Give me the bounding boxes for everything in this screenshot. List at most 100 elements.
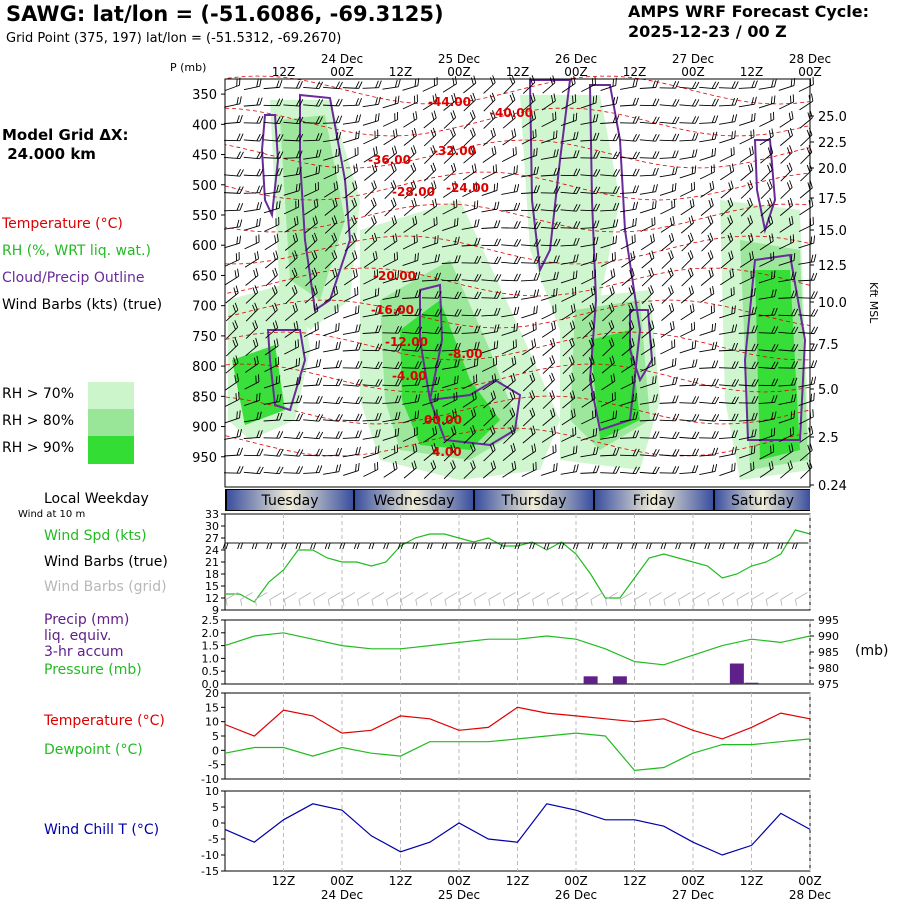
surface-wind-barb-flag	[777, 542, 781, 550]
wind-barb	[621, 356, 636, 373]
grid-wind-barb-shaft	[590, 592, 604, 600]
wind-barb	[323, 164, 339, 180]
wind-barb-flag	[771, 378, 776, 386]
wind-barb-flag	[576, 254, 579, 262]
temperature-contour-label: -28.00	[392, 185, 435, 199]
wind-barb-flag	[812, 216, 814, 225]
cycle-time: 2025-12-23 / 00 Z	[628, 22, 787, 41]
wind-barb-flag	[276, 338, 279, 347]
wind-barb-flag	[533, 256, 538, 264]
wind-barb	[343, 268, 358, 286]
wind-barb-flag	[612, 466, 617, 474]
surface-wind-barb-flag	[237, 542, 241, 550]
wind-barb-flag	[536, 272, 541, 281]
wind-barb-flag	[415, 443, 418, 452]
wind-barb	[699, 360, 719, 369]
wind-barb-flag	[691, 183, 693, 191]
wind-barb-flag	[378, 412, 382, 421]
wind-barb	[384, 162, 397, 182]
grid-wind-barb-flag	[619, 599, 622, 606]
surface-wind-barb-flag	[660, 542, 664, 550]
wind-barb	[600, 115, 620, 124]
wind-barb-flag	[291, 269, 296, 278]
wind-barb	[639, 151, 660, 159]
wind-barb-flag	[734, 305, 736, 314]
wind-barb-flag	[236, 411, 238, 419]
wind-barb-flag	[694, 132, 699, 141]
grid-wind-barb	[473, 592, 487, 606]
wind-barb-flag	[259, 78, 262, 87]
wind-barb	[364, 232, 378, 252]
wind-barb-flag	[354, 148, 356, 156]
wind-barb-flag	[397, 95, 400, 104]
wind-barb-flag	[414, 394, 418, 403]
wind-barb	[522, 407, 536, 427]
surface-wind-barb-flag	[675, 542, 679, 550]
wind-barb-flag	[292, 304, 296, 313]
bottom-date-label: 26 Dec	[555, 888, 597, 900]
bottom-date-label: 25 Dec	[438, 888, 480, 900]
grid-wind-barb-shaft	[386, 592, 399, 600]
wind-barb	[245, 302, 258, 322]
wind-barb	[541, 130, 558, 144]
wind-barb-flag	[790, 95, 792, 104]
wind-barb	[382, 326, 403, 334]
wind-barb-flag	[589, 304, 593, 313]
wind-barb-flag	[232, 339, 237, 348]
wind-barb-flag	[338, 396, 343, 404]
legend-wind: Wind Barbs (kts) (true)	[2, 297, 163, 313]
wind-barb-flag	[573, 150, 577, 158]
wind-barb	[759, 251, 775, 267]
wind-barb-flag	[378, 379, 383, 387]
wind-barb	[718, 97, 739, 107]
wind-barb-flag	[255, 268, 259, 276]
wind-barb	[600, 251, 616, 267]
wind-barb	[659, 81, 680, 89]
wind-barb-flag	[352, 182, 356, 190]
wind-barb-flag	[555, 130, 558, 138]
wind-barb	[283, 133, 304, 142]
wind-barb-flag	[711, 447, 716, 456]
wind-barb-flag	[769, 162, 773, 171]
wind-barb	[501, 165, 518, 179]
wind-barb	[620, 411, 639, 423]
wind-barb-flag	[609, 287, 613, 295]
wind-barb	[560, 131, 579, 143]
wind-barb	[620, 234, 636, 250]
wind-barb-flag	[474, 325, 478, 333]
wind-barb	[580, 220, 600, 229]
wind-barb-flag	[592, 132, 597, 141]
wind-barb-flag	[474, 256, 479, 264]
wind-barb-flag	[474, 219, 477, 228]
wind-barb-flag	[236, 429, 240, 438]
wind-barbs-grid-label: Wind Barbs (grid)	[44, 579, 167, 595]
wind-barb	[283, 376, 302, 388]
wind-barb-flag	[298, 449, 304, 457]
wind-barb-flag	[793, 377, 798, 386]
wind-barb-flag	[477, 291, 482, 299]
wind-barb-flag	[491, 425, 496, 433]
wind-barb	[225, 268, 240, 286]
wind-barb	[501, 256, 522, 265]
surface-wind-barb	[251, 542, 269, 550]
wind-barb-flag	[727, 234, 732, 243]
wind-barb	[660, 216, 675, 233]
wind-barb	[501, 322, 518, 336]
wind-barb-flag	[594, 76, 596, 85]
grid-wind-barb-flag	[356, 599, 360, 606]
wind-barb-flag	[806, 164, 811, 173]
wind-barb-flag	[669, 322, 673, 331]
wind-barb-flag	[394, 445, 396, 454]
wind-barb	[404, 162, 417, 182]
wind-barb-flag	[378, 306, 381, 315]
wind-barb-flag	[476, 200, 479, 208]
wind-barb	[560, 186, 581, 195]
surface-wind-barb-flag	[502, 542, 506, 550]
wind-barb-flag	[609, 357, 613, 365]
wind-barb-flag	[734, 81, 739, 89]
wind-barb	[521, 166, 539, 178]
surface-wind-barb-flag	[383, 542, 387, 550]
wind-barb-flag	[793, 410, 795, 418]
wind-barb-flag	[432, 200, 435, 208]
wind-barb-flag	[437, 392, 439, 401]
